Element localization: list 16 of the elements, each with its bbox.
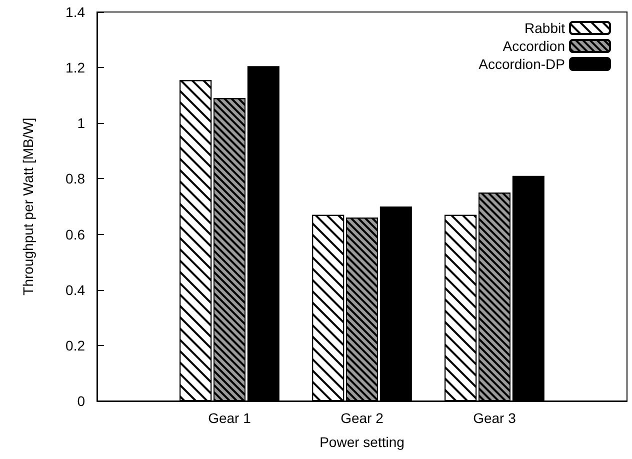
y-tick-label: 0.6 xyxy=(66,226,86,242)
legend-label: Accordion-DP xyxy=(478,56,565,72)
y-tick-label: 1.2 xyxy=(66,60,86,76)
y-tick-label: 1.4 xyxy=(66,4,86,20)
y-tick-label: 0.2 xyxy=(66,337,86,354)
x-axis-title: Power setting xyxy=(320,434,404,450)
y-tick-label: 0.4 xyxy=(66,282,86,298)
y-tick-label: 1 xyxy=(77,115,86,132)
x-tick-label: Gear 1 xyxy=(208,410,252,426)
legend-label: Rabbit xyxy=(524,20,566,36)
y-tick-label: 0 xyxy=(77,393,86,409)
y-axis-title: Throughput per Watt [MB/W] xyxy=(20,118,36,296)
y-tick-label: 0.8 xyxy=(66,170,86,187)
legend-label: Accordion xyxy=(502,38,565,54)
x-tick-label: Gear 3 xyxy=(473,410,516,426)
x-tick-label: Gear 2 xyxy=(340,410,384,426)
